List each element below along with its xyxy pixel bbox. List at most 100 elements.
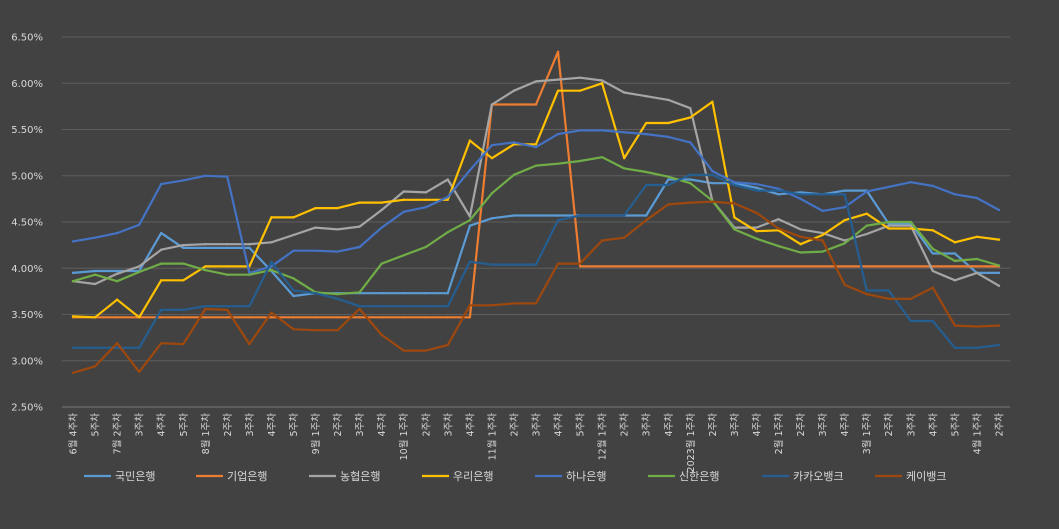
data-point	[115, 272, 119, 275]
data-point	[71, 346, 75, 349]
data-point	[865, 224, 868, 227]
y-tick-label: 3.00%	[11, 356, 43, 367]
data-point	[909, 297, 912, 300]
data-point	[997, 264, 1001, 267]
series-2	[71, 50, 1001, 319]
data-point	[755, 189, 758, 192]
data-point	[446, 292, 450, 295]
data-point	[424, 292, 427, 295]
x-tick-label: 2주차	[993, 413, 1005, 437]
data-point	[821, 265, 824, 268]
data-point	[975, 196, 979, 200]
legend-item: 카카오뱅크	[762, 470, 844, 483]
x-tick-label: 3주차	[817, 413, 829, 437]
data-point	[777, 218, 780, 221]
data-point	[380, 304, 383, 308]
data-point	[336, 228, 339, 231]
data-point	[336, 329, 339, 332]
data-point	[336, 250, 339, 253]
data-point	[402, 316, 405, 319]
data-point	[865, 232, 868, 236]
data-point	[137, 223, 141, 226]
data-point	[755, 186, 758, 189]
data-point	[997, 271, 1001, 275]
data-point	[93, 365, 97, 368]
data-point	[975, 257, 979, 261]
data-point	[160, 341, 163, 345]
data-point	[667, 183, 670, 187]
series-line	[71, 173, 1001, 349]
x-tick-label: 4주차	[376, 413, 388, 437]
data-point	[115, 231, 119, 235]
data-point	[997, 343, 1001, 347]
data-point	[292, 277, 295, 280]
data-point	[953, 346, 957, 349]
data-point	[314, 316, 317, 319]
data-point	[270, 216, 273, 219]
x-tick-label: 3주차	[905, 413, 917, 437]
series-8	[71, 200, 1001, 374]
data-point	[821, 233, 824, 237]
data-point	[336, 206, 339, 210]
data-point	[358, 245, 361, 249]
legend: 국민은행 기업은행 농협은행 우리은행 하나은행 신한은행 카카오뱅크 케이뱅크	[84, 469, 946, 483]
data-point	[534, 302, 538, 305]
data-point	[622, 156, 626, 160]
data-point	[512, 173, 516, 177]
data-point	[512, 263, 516, 266]
data-point	[270, 241, 273, 244]
x-tick-label: 3주차	[244, 413, 256, 437]
data-point	[711, 200, 714, 203]
data-point	[777, 227, 780, 230]
x-tick-label: 3주차	[354, 413, 366, 437]
data-point	[248, 304, 251, 308]
data-point	[953, 324, 957, 327]
data-point	[645, 183, 648, 187]
data-point	[424, 304, 427, 308]
data-point	[931, 319, 935, 323]
data-point	[931, 265, 935, 268]
legend-label: 국민은행	[115, 470, 155, 483]
data-point	[270, 311, 273, 314]
data-point	[689, 201, 692, 204]
data-point	[71, 240, 75, 243]
data-point	[115, 298, 119, 301]
data-point	[270, 268, 273, 272]
data-point	[468, 169, 472, 172]
data-point	[556, 89, 560, 92]
data-point	[733, 181, 736, 184]
data-point	[534, 214, 538, 217]
x-tick-label: 5주차	[178, 413, 190, 437]
data-point	[667, 121, 670, 125]
data-point	[755, 226, 758, 229]
x-tick-label: 4주차	[927, 413, 939, 437]
data-point	[843, 218, 846, 222]
data-point	[733, 216, 736, 219]
data-point	[182, 279, 185, 282]
data-point	[975, 271, 979, 275]
legend-label: 케이뱅크	[906, 470, 946, 483]
data-point	[380, 316, 383, 319]
data-point	[468, 218, 472, 222]
x-tick-label: 2주차	[332, 413, 344, 437]
data-point	[402, 198, 405, 201]
data-point	[226, 265, 229, 268]
series-line	[71, 200, 1001, 374]
series-line	[71, 82, 1001, 319]
gridlines	[62, 36, 1010, 408]
data-point	[358, 291, 361, 294]
data-point	[468, 316, 472, 319]
data-point	[622, 236, 626, 239]
data-point	[865, 190, 868, 193]
data-point	[799, 193, 802, 196]
data-point	[534, 143, 538, 146]
x-tick-label: 3주차	[641, 413, 653, 437]
data-point	[248, 342, 251, 346]
data-point	[556, 78, 560, 81]
data-point	[689, 178, 692, 181]
data-point	[182, 246, 185, 250]
data-point	[446, 304, 450, 308]
data-point	[777, 265, 780, 268]
x-tick-label: 11월 1주차	[486, 413, 498, 461]
